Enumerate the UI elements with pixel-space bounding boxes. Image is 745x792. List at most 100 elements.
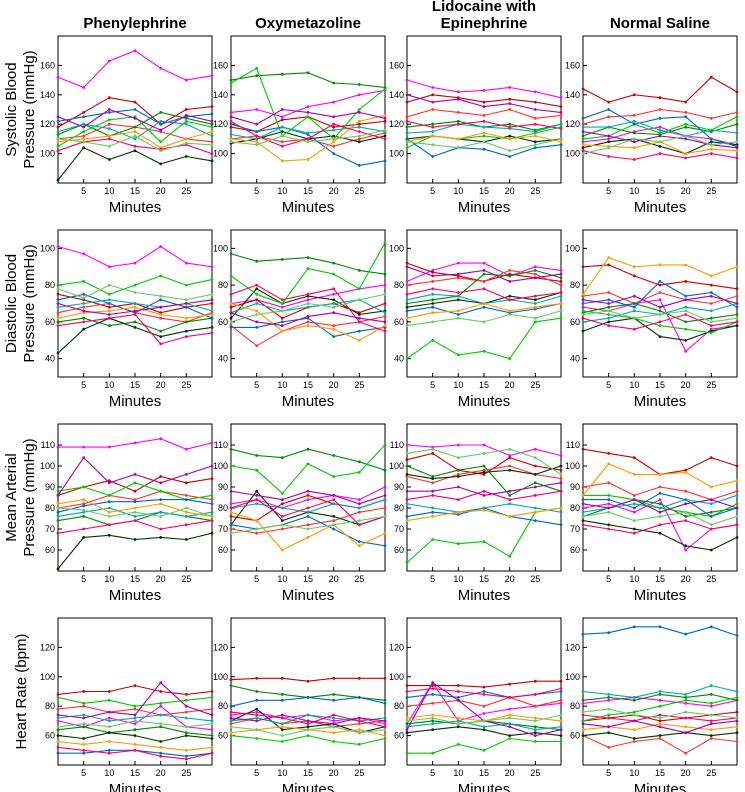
data-point xyxy=(581,506,585,510)
data-point xyxy=(607,140,611,144)
data-point xyxy=(82,456,86,459)
data-point xyxy=(159,305,163,309)
data-point xyxy=(431,320,435,324)
data-point xyxy=(159,111,163,114)
data-point xyxy=(658,298,662,302)
data-point xyxy=(405,443,409,447)
data-point xyxy=(431,270,435,274)
data-point xyxy=(280,302,284,305)
y-tick-label: 140 xyxy=(213,90,228,100)
data-point xyxy=(229,320,233,324)
data-point xyxy=(107,283,111,287)
data-point xyxy=(456,690,460,693)
data-point xyxy=(255,494,259,497)
data-point xyxy=(482,728,486,732)
data-point xyxy=(684,313,688,316)
data-point xyxy=(357,719,361,723)
series-line xyxy=(230,448,386,471)
data-point xyxy=(559,506,563,510)
data-point xyxy=(133,305,137,309)
data-point xyxy=(107,122,111,126)
data-point xyxy=(357,313,361,316)
data-point xyxy=(735,494,739,497)
data-point xyxy=(56,178,60,182)
data-point xyxy=(357,137,361,141)
series-line xyxy=(406,262,562,282)
data-point xyxy=(709,701,713,705)
data-point xyxy=(82,751,86,755)
data-point xyxy=(405,690,409,693)
data-point xyxy=(184,710,188,714)
y-tick-label: 80 xyxy=(570,503,580,513)
data-point xyxy=(658,698,662,702)
data-point xyxy=(456,684,460,687)
data-point xyxy=(735,302,739,305)
data-point xyxy=(456,353,460,357)
data-point xyxy=(581,122,585,126)
data-point xyxy=(107,523,111,527)
data-point xyxy=(559,477,563,480)
data-point xyxy=(210,737,214,740)
data-point xyxy=(632,713,636,717)
data-point xyxy=(405,696,409,699)
data-point xyxy=(533,719,537,723)
data-point xyxy=(456,698,460,702)
data-point xyxy=(184,716,188,720)
data-point xyxy=(482,131,486,135)
data-point xyxy=(133,326,137,329)
data-point xyxy=(559,143,563,147)
data-point xyxy=(56,725,60,729)
data-point xyxy=(357,93,361,97)
data-point xyxy=(107,506,111,510)
data-point xyxy=(133,713,137,717)
data-point xyxy=(607,108,611,111)
data-point xyxy=(107,494,111,497)
data-point xyxy=(456,485,460,489)
data-point xyxy=(255,344,259,348)
data-point xyxy=(255,707,259,711)
data-point xyxy=(357,696,361,699)
data-point xyxy=(280,740,284,743)
data-point xyxy=(82,722,86,726)
x-tick-label: 10 xyxy=(277,574,287,584)
data-point xyxy=(559,309,563,313)
data-point xyxy=(559,523,563,527)
data-point xyxy=(107,313,111,316)
data-point xyxy=(357,540,361,543)
data-point xyxy=(709,693,713,696)
data-point xyxy=(255,122,259,126)
data-point xyxy=(508,149,512,153)
data-point xyxy=(133,100,137,104)
series-line xyxy=(230,72,386,89)
data-point xyxy=(431,274,435,278)
data-point xyxy=(431,687,435,690)
data-point xyxy=(508,294,512,298)
series-line xyxy=(57,511,213,526)
data-point xyxy=(607,302,611,305)
data-point xyxy=(709,147,713,151)
data-point xyxy=(107,108,111,111)
data-point xyxy=(482,748,486,752)
data-point xyxy=(306,722,310,726)
data-point xyxy=(210,510,214,514)
x-tick-label: 20 xyxy=(505,186,515,196)
x-tick-label: 25 xyxy=(181,380,191,390)
data-point xyxy=(684,498,688,501)
data-point xyxy=(431,728,435,732)
data-point xyxy=(632,302,636,305)
data-point xyxy=(184,757,188,761)
data-point xyxy=(709,140,713,144)
data-point xyxy=(508,515,512,518)
data-point xyxy=(735,731,739,735)
data-point xyxy=(456,475,460,478)
data-point xyxy=(735,287,739,291)
data-point xyxy=(56,519,60,522)
data-point xyxy=(581,313,585,316)
data-point xyxy=(533,693,537,696)
x-tick-label: 10 xyxy=(453,768,463,778)
x-tick-label: 20 xyxy=(681,574,691,584)
data-point xyxy=(581,523,585,527)
data-point xyxy=(482,114,486,117)
data-point xyxy=(632,140,636,144)
data-point xyxy=(533,464,537,468)
